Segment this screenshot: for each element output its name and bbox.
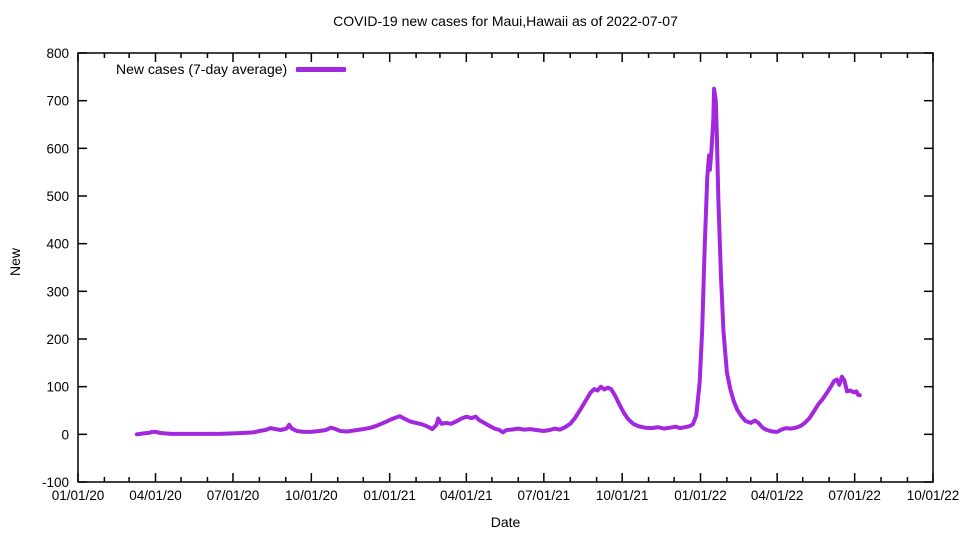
x-tick-label: 10/01/20 <box>285 488 338 503</box>
x-tick-label: 07/01/21 <box>518 488 571 503</box>
x-axis-label: Date <box>490 514 521 530</box>
x-tick-label: 04/01/22 <box>751 488 804 503</box>
series-line <box>134 86 862 437</box>
y-tick-label: -100 <box>42 475 69 490</box>
y-tick-label: 300 <box>46 284 69 299</box>
y-tick-label: 600 <box>46 141 69 156</box>
x-axis-minor-ticks <box>103 53 909 482</box>
chart-title: COVID-19 new cases for Maui,Hawaii as of… <box>333 13 678 29</box>
plot-border <box>77 52 934 483</box>
x-tick-label: 10/01/22 <box>907 488 960 503</box>
x-tick-label: 01/01/22 <box>674 488 727 503</box>
y-tick-label: 500 <box>46 189 69 204</box>
y-tick-label: 200 <box>46 332 69 347</box>
legend: New cases (7-day average) <box>116 61 347 77</box>
x-tick-label: 10/01/21 <box>596 488 649 503</box>
y-tick-label: 0 <box>61 427 69 442</box>
x-tick-label: 01/01/21 <box>363 488 416 503</box>
x-tick-label: 07/01/22 <box>828 488 881 503</box>
y-tick-label: 700 <box>46 94 69 109</box>
x-axis-ticks: 01/01/20 04/01/20 07/01/20 10/01/20 01/01/21… <box>52 53 960 503</box>
x-tick-label: 04/01/20 <box>129 488 182 503</box>
legend-line-sample <box>296 66 347 72</box>
y-axis-ticks: -100 0 100 200 300 400 500 600 700 800 <box>42 46 933 490</box>
x-tick-label: 07/01/20 <box>207 488 260 503</box>
y-tick-label: 100 <box>46 380 69 395</box>
x-tick-label: 04/01/21 <box>440 488 493 503</box>
legend-label: New cases (7-day average) <box>116 61 288 77</box>
y-axis-label: New <box>7 248 23 277</box>
y-tick-label: 400 <box>46 237 69 252</box>
y-tick-label: 800 <box>46 46 69 61</box>
x-tick-label: 01/01/20 <box>52 488 105 503</box>
